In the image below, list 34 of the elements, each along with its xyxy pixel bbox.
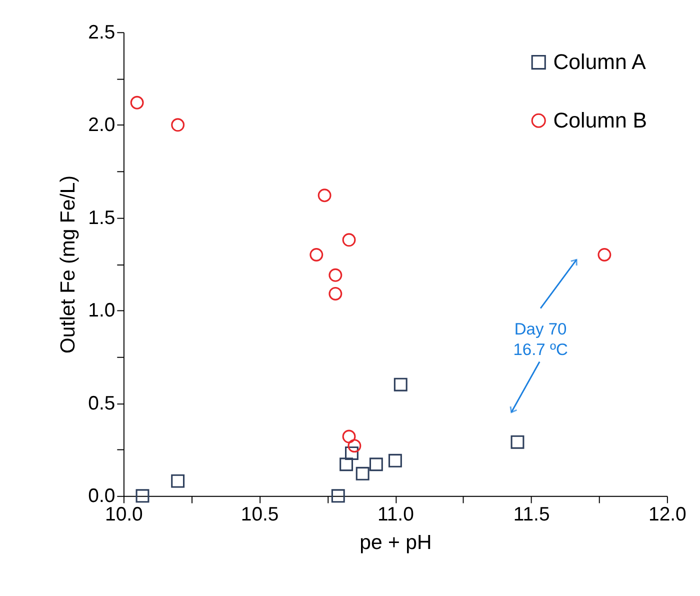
x-tick-label: 10.5 [240,504,279,526]
point [348,439,362,453]
point [394,378,408,392]
x-tick-label: 12.0 [648,504,687,526]
annotation: Day 70 16.7 ºC [513,320,568,359]
point [344,446,358,460]
y-tick-label: 0.5 [88,392,116,414]
point [130,96,144,110]
point [328,268,342,282]
y-tick-label: 1.5 [88,206,116,229]
point [310,248,324,262]
point [388,454,402,468]
point [510,435,524,449]
point [171,474,185,488]
point [136,489,150,503]
y-axis-title: Outlet Fe (mg Fe/L) [58,175,80,354]
point [356,466,370,480]
legend-label: Column B [553,108,648,132]
x-tick-label: 11.0 [378,504,414,526]
x-axis-title: pe + pH [360,532,432,554]
point [171,118,185,132]
legend-label: Column A [553,50,647,74]
y-tick-label: 2.5 [88,21,116,44]
point [342,233,356,247]
y-tick-label: 2.0 [88,114,116,136]
point [331,489,345,503]
x-tick-label: 11.5 [513,504,550,526]
y-tick-label: 1.0 [88,300,116,322]
point [328,286,342,300]
point [342,430,356,444]
point [340,458,354,472]
point [369,458,383,472]
point [318,188,332,202]
point [598,248,612,262]
